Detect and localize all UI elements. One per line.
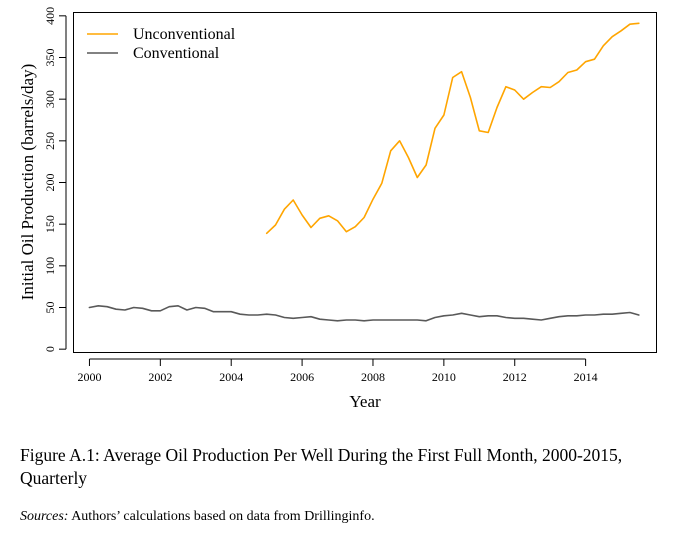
x-tick-label: 2004 bbox=[219, 370, 243, 384]
y-tick-label: 250 bbox=[43, 132, 57, 150]
y-tick-label: 200 bbox=[43, 174, 57, 192]
y-tick-label: 150 bbox=[43, 215, 57, 233]
x-tick-label: 2006 bbox=[290, 370, 314, 384]
plot-frame bbox=[73, 12, 657, 353]
x-tick-label: 2010 bbox=[432, 370, 456, 384]
y-tick-label: 100 bbox=[43, 257, 57, 275]
sources-label: Sources: bbox=[20, 509, 69, 524]
x-tick-label: 2014 bbox=[574, 370, 598, 384]
x-tick-label: 2008 bbox=[361, 370, 385, 384]
x-tick-label: 2002 bbox=[148, 370, 172, 384]
y-axis: 0 50 100 150 200 250 300 350 400 bbox=[43, 7, 67, 352]
x-tick-label: 2012 bbox=[503, 370, 527, 384]
y-tick-label: 350 bbox=[43, 49, 57, 67]
y-tick-label: 300 bbox=[43, 90, 57, 108]
series-line-conventional bbox=[88, 304, 640, 322]
sources-text: Authors’ calculations based on data from… bbox=[68, 509, 375, 524]
legend-label-unconventional: Unconventional bbox=[133, 26, 236, 43]
y-axis-label: Initial Oil Production (barrels/day) bbox=[18, 64, 37, 301]
x-axis-label: Year bbox=[349, 392, 381, 411]
legend: Unconventional Conventional bbox=[87, 26, 236, 62]
legend-label-conventional: Conventional bbox=[133, 45, 220, 62]
figure-sources: Sources: Authors’ calculations based on … bbox=[20, 509, 688, 525]
series-layer bbox=[88, 22, 640, 322]
series-line-unconventional bbox=[265, 22, 640, 235]
y-tick-label: 50 bbox=[43, 302, 57, 314]
y-tick-label: 400 bbox=[43, 7, 57, 25]
figure-caption: Figure A.1: Average Oil Production Per W… bbox=[20, 445, 623, 488]
x-tick-label: 2000 bbox=[77, 370, 101, 384]
x-axis: 2000 2002 2004 2006 2008 2010 2012 2014 bbox=[77, 358, 598, 384]
y-tick-label: 0 bbox=[43, 346, 57, 352]
